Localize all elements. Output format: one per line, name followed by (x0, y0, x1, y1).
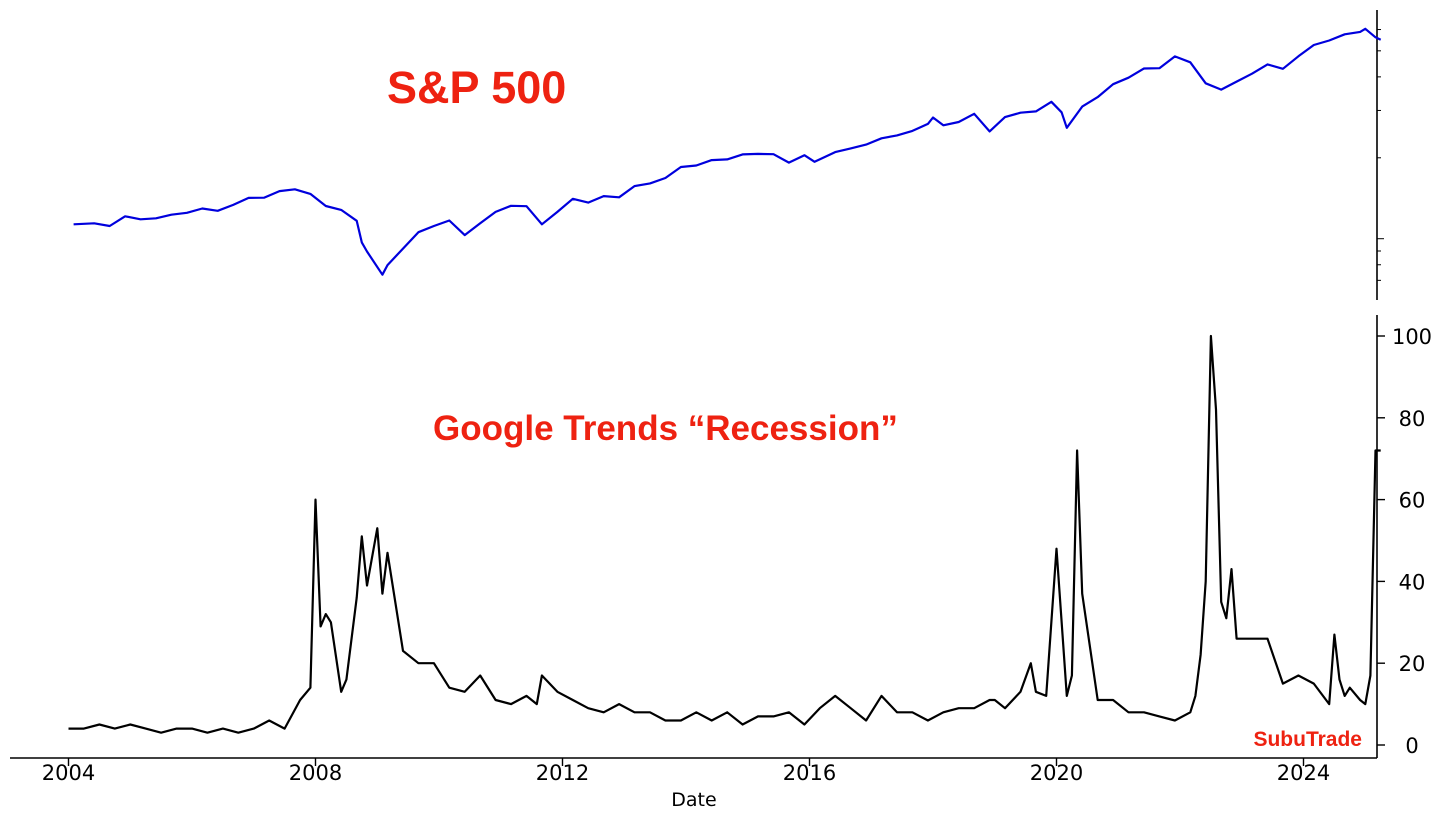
x-tick-label: 2008 (289, 761, 342, 785)
y-tick-label: 80 (1399, 407, 1426, 431)
trends-line (68, 334, 1381, 734)
trends-title: Google Trends “Recession” (433, 409, 898, 448)
watermark: SubuTrade (1253, 728, 1362, 751)
y-tick-label: 60 (1399, 489, 1426, 513)
trends-x-axis: 2004 2008 2012 2016 2020 2024 (42, 758, 1330, 785)
x-tick-label: 2016 (783, 761, 836, 785)
sp500-title: S&P 500 (387, 62, 566, 113)
sp500-panel: S&P 500 (73, 10, 1384, 300)
trends-y-axis: 0 20 40 60 80 100 (1377, 325, 1432, 758)
x-tick-label: 2004 (42, 761, 95, 785)
y-tick-label: 0 (1405, 734, 1418, 758)
x-axis-label: Date (671, 789, 716, 811)
trends-panel: 0 20 40 60 80 100 2004 2008 2012 2016 2020 2024 Go… (10, 315, 1432, 811)
y-tick-label: 20 (1399, 652, 1426, 676)
x-tick-label: 2020 (1030, 761, 1083, 785)
x-tick-label: 2012 (536, 761, 589, 785)
y-tick-label: 40 (1399, 570, 1426, 594)
y-tick-label: 100 (1392, 325, 1432, 349)
sp500-line (73, 27, 1382, 276)
x-tick-label: 2024 (1277, 761, 1330, 785)
sp500-log-ticks (1377, 29, 1384, 281)
